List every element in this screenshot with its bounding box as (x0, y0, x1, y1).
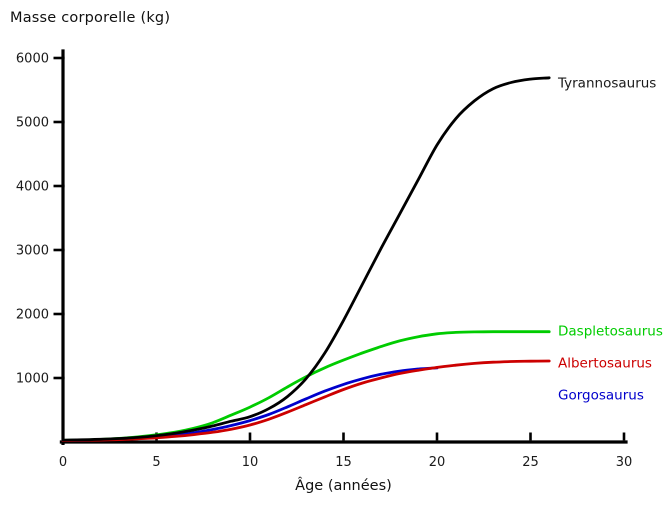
y-tick-label: 3000 (16, 244, 49, 259)
label-gorgosaurus: Gorgosaurus (558, 388, 644, 404)
y-tick-label: 4000 (16, 180, 49, 195)
curve-daspletosaurus (61, 330, 551, 442)
x-tick-label: 10 (242, 455, 259, 470)
curve-albertosaurus (61, 359, 551, 442)
label-tyrannosaurus: Tyrannosaurus (557, 76, 656, 92)
axes (53, 49, 628, 445)
x-tick-label: 0 (59, 455, 67, 470)
series-labels: Tyrannosaurus Daspletosaurus Albertosaur… (557, 76, 663, 404)
x-tick-label: 25 (522, 455, 539, 470)
curve-tyrannosaurus (61, 76, 551, 442)
x-axis-title: Âge (années) (295, 478, 392, 494)
y-tick-label: 6000 (16, 52, 49, 67)
label-daspletosaurus: Daspletosaurus (558, 324, 663, 340)
x-tick-label: 5 (152, 455, 160, 470)
y-tick-label: 5000 (16, 116, 49, 131)
y-tick-label: 1000 (16, 372, 49, 387)
y-axis-title: Masse corporelle (kg) (10, 10, 171, 26)
y-tick-label: 2000 (16, 308, 49, 323)
growth-curves (61, 76, 551, 442)
x-tick-label: 15 (335, 455, 352, 470)
x-tick-label: 20 (429, 455, 446, 470)
label-albertosaurus: Albertosaurus (558, 356, 652, 372)
x-tick-label: 30 (616, 455, 633, 470)
tick-labels: 0 5 10 15 20 25 30 1000 2000 3000 4000 5000 6000 (16, 52, 632, 471)
